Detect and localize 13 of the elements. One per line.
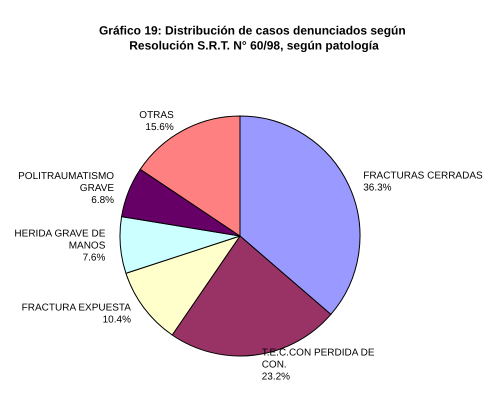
data-label: 23.2% — [262, 371, 290, 382]
data-label: 10.4% — [102, 314, 132, 326]
slice-label: POLITRAUMATISMO GRAVE — [18, 170, 114, 194]
data-label: 7.6% — [82, 252, 106, 264]
slice-label: HERIDA GRAVE DE MANOS — [14, 228, 106, 252]
chart-title: Gráfico 19: Distribución de casos denunciados según Resolución S.R.T. N° 60/98, según patología — [98, 24, 410, 52]
slice-label: T.E.C.CON PERDIDA DE CON. — [262, 347, 375, 370]
data-label: 6.8% — [91, 194, 114, 206]
slice-label: FRACTURAS CERRADAS — [363, 170, 483, 182]
data-label: 36.3% — [363, 182, 392, 194]
slice-label: FRACTURA EXPUESTA — [22, 302, 132, 314]
slice-label: OTRAS — [139, 110, 174, 121]
data-label: 15.6% — [145, 122, 174, 133]
